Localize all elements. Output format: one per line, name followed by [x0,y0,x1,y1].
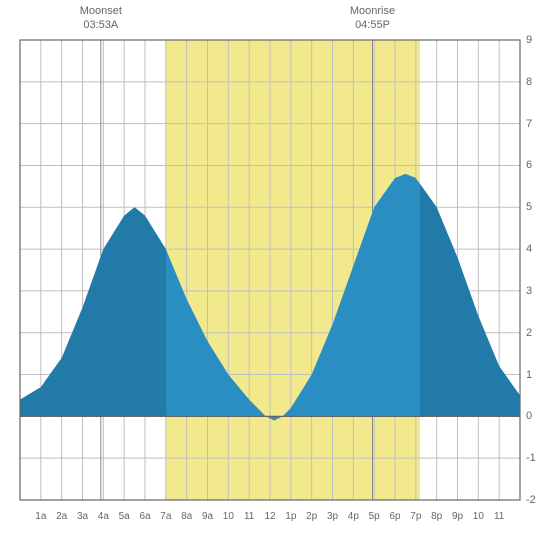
x-tick-label: 3p [327,511,338,522]
x-tick-label: 12 [264,511,275,522]
x-tick-label: 9a [202,511,213,522]
marker-title: Moonrise [350,4,395,18]
chart-svg [0,0,550,550]
x-tick-label: 11 [244,511,254,522]
marker-title: Moonset [80,4,122,18]
y-tick-label: -2 [526,494,536,506]
moonrise-label: Moonrise04:55P [350,4,395,33]
x-tick-label: 5p [369,511,380,522]
x-tick-label: 2a [56,511,67,522]
y-tick-label: 8 [526,76,532,88]
y-tick-label: 9 [526,34,532,46]
y-tick-label: 3 [526,285,532,297]
y-tick-label: 4 [526,243,532,255]
marker-time: 04:55P [350,18,395,32]
x-tick-label: 6a [139,511,150,522]
x-tick-label: 1a [35,511,46,522]
y-tick-label: 7 [526,118,532,130]
y-tick-label: -1 [526,452,536,464]
x-tick-label: 4p [348,511,359,522]
x-tick-label: 9p [452,511,463,522]
x-tick-label: 4a [98,511,109,522]
y-tick-label: 1 [526,369,532,381]
y-tick-label: 2 [526,327,532,339]
moonset-label: Moonset03:53A [80,4,122,33]
x-tick-label: 10 [473,511,484,522]
x-tick-label: 10 [223,511,234,522]
x-tick-label: 2p [306,511,317,522]
x-tick-label: 1p [285,511,296,522]
x-tick-label: 3a [77,511,88,522]
x-tick-label: 5a [119,511,130,522]
x-tick-label: 8p [431,511,442,522]
tide-chart: -2-101234567891a2a3a4a5a6a7a8a9a1011121p… [0,0,550,550]
marker-time: 03:53A [80,18,122,32]
x-tick-label: 8a [181,511,192,522]
x-tick-label: 7p [410,511,421,522]
y-tick-label: 0 [526,410,532,422]
x-tick-label: 7a [160,511,171,522]
y-tick-label: 5 [526,201,532,213]
y-tick-label: 6 [526,159,532,171]
x-tick-label: 11 [494,511,504,522]
x-tick-label: 6p [389,511,400,522]
